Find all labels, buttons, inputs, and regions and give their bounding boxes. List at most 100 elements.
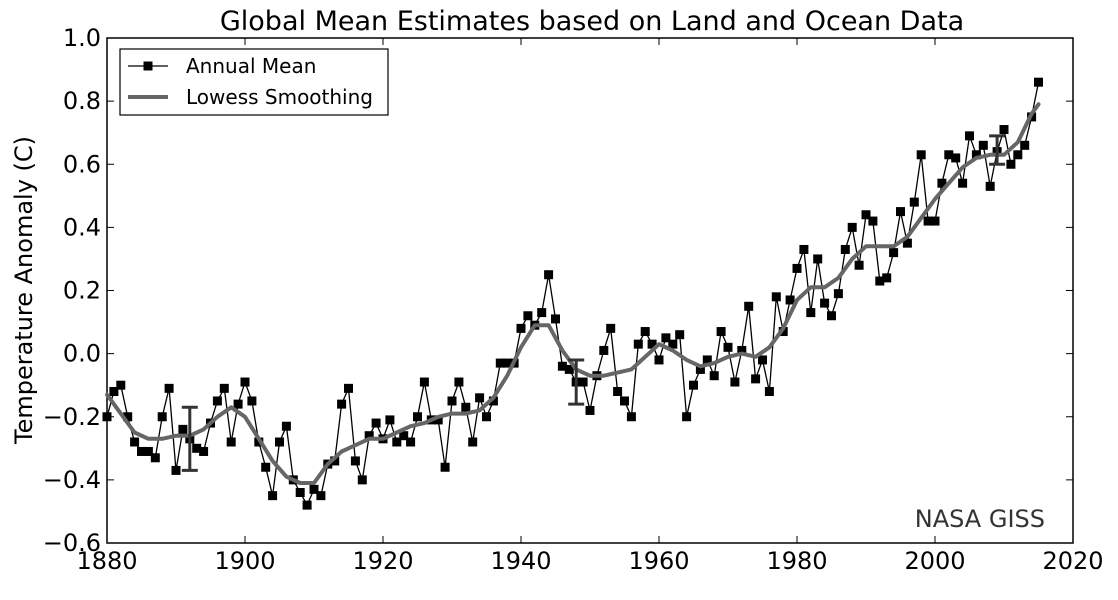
- annual-mean-point: [495, 358, 505, 368]
- annual-mean-point: [882, 273, 892, 283]
- annual-mean-point: [364, 431, 374, 441]
- error-bar: [989, 134, 1006, 166]
- y-tick-label: 0.6: [63, 150, 101, 178]
- annual-mean-point: [868, 216, 878, 226]
- annual-mean-point: [675, 330, 685, 340]
- annual-mean-point: [1034, 77, 1043, 87]
- annual-mean-point: [661, 333, 671, 343]
- annual-mean-point: [295, 488, 305, 497]
- annual-mean-point: [219, 383, 229, 393]
- annual-mean-point: [896, 207, 905, 217]
- annual-mean-point: [440, 462, 450, 472]
- legend-annual-label: Annual Mean: [186, 54, 316, 78]
- annual-mean-point: [820, 298, 830, 308]
- annual-mean-point: [916, 150, 926, 160]
- annual-mean-point: [516, 323, 526, 333]
- annual-mean-point: [709, 371, 719, 381]
- annual-mean-point: [758, 355, 767, 365]
- annual-mean-point: [385, 415, 395, 425]
- annual-mean-point: [771, 292, 781, 302]
- annual-mean-point: [695, 364, 705, 374]
- annual-mean-point: [557, 361, 567, 371]
- legend-lowess-label: Lowess Smoothing: [186, 85, 373, 109]
- annual-mean-point: [847, 222, 857, 232]
- annual-mean-point: [130, 437, 140, 447]
- annual-mean-point: [730, 377, 740, 387]
- annual-mean-point: [102, 412, 112, 422]
- annual-mean-point: [999, 125, 1009, 135]
- annual-mean-point: [212, 396, 222, 406]
- annual-mean-point: [523, 311, 533, 321]
- annual-mean-point: [909, 197, 919, 207]
- y-tick-label: 0.0: [63, 340, 101, 368]
- annual-mean-point: [268, 491, 278, 501]
- annual-mean-point: [620, 396, 629, 406]
- annual-mean-point: [599, 345, 609, 355]
- annual-mean-point: [951, 153, 961, 163]
- annual-mean-point: [116, 380, 126, 390]
- annual-mean-point: [1006, 159, 1016, 169]
- y-tick-label: −0.6: [43, 529, 101, 557]
- annual-mean-point: [1020, 140, 1030, 150]
- annual-mean-point: [1013, 150, 1023, 160]
- annual-mean-point: [985, 181, 995, 191]
- annual-mean-point: [413, 412, 422, 422]
- annual-mean-point: [764, 387, 774, 396]
- annual-mean-point: [626, 412, 636, 422]
- annual-mean-point: [585, 405, 595, 415]
- y-tick-label: 0.2: [63, 277, 101, 305]
- annual-mean-point: [164, 383, 174, 393]
- annual-mean-point: [178, 424, 188, 434]
- annual-mean-point: [143, 446, 153, 456]
- x-tick-label: 1880: [76, 547, 137, 575]
- annual-mean-point: [447, 396, 457, 406]
- annual-mean-point: [647, 339, 657, 349]
- annual-mean-point: [744, 301, 754, 311]
- annual-mean-point: [702, 355, 712, 365]
- annual-mean-point: [261, 462, 271, 472]
- annual-mean-point: [751, 374, 761, 384]
- annual-mean-point: [854, 260, 864, 270]
- y-tick-label: −0.4: [43, 466, 101, 494]
- annual-mean-point: [482, 412, 491, 422]
- annual-mean-point: [137, 446, 146, 456]
- annual-mean-point: [192, 443, 202, 453]
- annual-mean-point: [827, 311, 836, 321]
- annual-mean-point: [488, 396, 498, 406]
- annual-mean-point: [633, 339, 643, 349]
- annual-mean-point: [668, 339, 678, 349]
- source-annotation: NASA GISS: [915, 505, 1045, 533]
- annual-mean-point: [454, 377, 464, 387]
- chart-title: Global Mean Estimates based on Land and …: [220, 6, 964, 37]
- annual-mean-point: [958, 178, 968, 188]
- annual-mean-point: [461, 402, 471, 412]
- annual-mean-point: [309, 484, 319, 494]
- legend-box: [119, 48, 389, 116]
- y-axis-label: Temperature Anomaly (C): [10, 136, 38, 445]
- annual-mean-point: [226, 437, 236, 447]
- annual-mean-point: [806, 308, 816, 318]
- annual-mean-point: [971, 150, 981, 160]
- x-tick-label: 1980: [766, 547, 827, 575]
- annual-mean-point: [537, 308, 547, 318]
- annual-mean-point: [281, 421, 291, 431]
- annual-mean-point: [840, 244, 850, 254]
- annual-mean-point: [923, 216, 933, 226]
- annual-mean-point: [978, 140, 988, 150]
- annual-mean-point: [902, 238, 912, 248]
- y-tick-label: 0.8: [63, 87, 101, 115]
- annual-mean-point: [371, 418, 381, 428]
- annual-mean-point: [564, 364, 574, 374]
- x-tick-label: 2000: [904, 547, 965, 575]
- annual-mean-point: [475, 393, 485, 403]
- annual-mean-point: [930, 216, 940, 226]
- annual-mean-point: [337, 399, 347, 409]
- annual-mean-point: [716, 327, 726, 337]
- annual-mean-point: [302, 500, 312, 510]
- annual-mean-point: [689, 380, 698, 390]
- annual-mean-point: [233, 399, 243, 409]
- annual-mean-point: [109, 387, 119, 396]
- annual-mean-point: [357, 475, 367, 485]
- annual-mean-point: [406, 437, 416, 447]
